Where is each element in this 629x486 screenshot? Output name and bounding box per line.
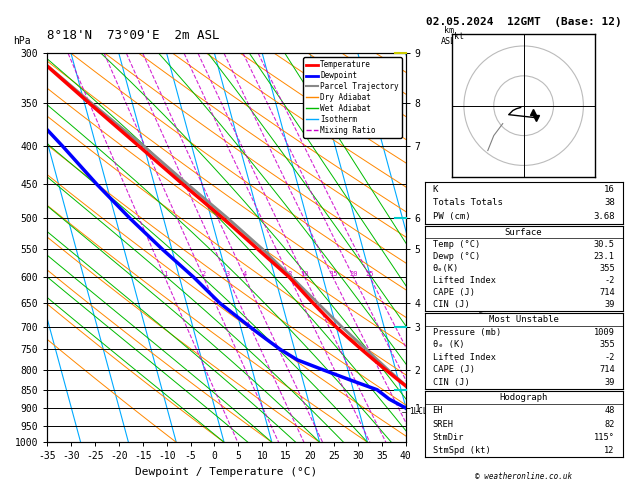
Text: 12: 12 — [604, 446, 615, 455]
Text: 1LCL: 1LCL — [409, 407, 428, 417]
Text: CIN (J): CIN (J) — [433, 300, 469, 310]
Text: 25: 25 — [366, 271, 374, 278]
Text: 10: 10 — [301, 271, 309, 278]
Text: K: K — [433, 185, 438, 193]
Text: 1: 1 — [163, 271, 167, 278]
Legend: Temperature, Dewpoint, Parcel Trajectory, Dry Adiabat, Wet Adiabat, Isotherm, Mi: Temperature, Dewpoint, Parcel Trajectory… — [303, 57, 402, 138]
Text: 02.05.2024  12GMT  (Base: 12): 02.05.2024 12GMT (Base: 12) — [426, 17, 621, 27]
Text: -2: -2 — [604, 353, 615, 362]
Text: 8°18'N  73°09'E  2m ASL: 8°18'N 73°09'E 2m ASL — [47, 29, 220, 42]
Text: 355: 355 — [599, 340, 615, 349]
Text: Totals Totals: Totals Totals — [433, 198, 503, 208]
X-axis label: Dewpoint / Temperature (°C): Dewpoint / Temperature (°C) — [135, 467, 318, 477]
Text: 15: 15 — [329, 271, 337, 278]
Text: 20: 20 — [349, 271, 358, 278]
Text: -2: -2 — [604, 276, 615, 285]
Text: 39: 39 — [604, 378, 615, 387]
Text: 355: 355 — [599, 264, 615, 273]
Text: 2: 2 — [201, 271, 206, 278]
Text: SREH: SREH — [433, 419, 454, 429]
Text: Most Unstable: Most Unstable — [489, 315, 559, 324]
Text: 48: 48 — [604, 406, 615, 416]
Text: 3.68: 3.68 — [593, 212, 615, 221]
Text: StmSpd (kt): StmSpd (kt) — [433, 446, 490, 455]
Y-axis label: hPa: hPa — [13, 35, 31, 46]
Text: CAPE (J): CAPE (J) — [433, 365, 474, 375]
Text: Surface: Surface — [505, 227, 542, 237]
Text: © weatheronline.co.uk: © weatheronline.co.uk — [475, 472, 572, 481]
Text: 8: 8 — [287, 271, 292, 278]
Text: Temp (°C): Temp (°C) — [433, 240, 480, 249]
Text: 3: 3 — [225, 271, 230, 278]
Text: Lifted Index: Lifted Index — [433, 353, 496, 362]
Text: 4: 4 — [243, 271, 247, 278]
Text: 714: 714 — [599, 365, 615, 375]
Text: PW (cm): PW (cm) — [433, 212, 470, 221]
Text: kt: kt — [454, 32, 464, 41]
Text: Dewp (°C): Dewp (°C) — [433, 252, 480, 261]
Text: 23.1: 23.1 — [594, 252, 615, 261]
Text: StmDir: StmDir — [433, 433, 464, 442]
Text: CAPE (J): CAPE (J) — [433, 288, 474, 297]
Text: EH: EH — [433, 406, 443, 416]
Text: CIN (J): CIN (J) — [433, 378, 469, 387]
Text: 38: 38 — [604, 198, 615, 208]
Y-axis label: km
ASL: km ASL — [441, 26, 456, 46]
Text: 30.5: 30.5 — [594, 240, 615, 249]
Text: 39: 39 — [604, 300, 615, 310]
Text: 115°: 115° — [594, 433, 615, 442]
Text: θₑ (K): θₑ (K) — [433, 340, 464, 349]
Text: 1009: 1009 — [594, 328, 615, 337]
Text: θₑ(K): θₑ(K) — [433, 264, 459, 273]
Text: 16: 16 — [604, 185, 615, 193]
Text: 82: 82 — [604, 419, 615, 429]
Text: Pressure (mb): Pressure (mb) — [433, 328, 501, 337]
Text: Lifted Index: Lifted Index — [433, 276, 496, 285]
Text: Hodograph: Hodograph — [499, 393, 548, 402]
Text: Mixing Ratio (g/kg): Mixing Ratio (g/kg) — [480, 220, 489, 315]
Text: 714: 714 — [599, 288, 615, 297]
